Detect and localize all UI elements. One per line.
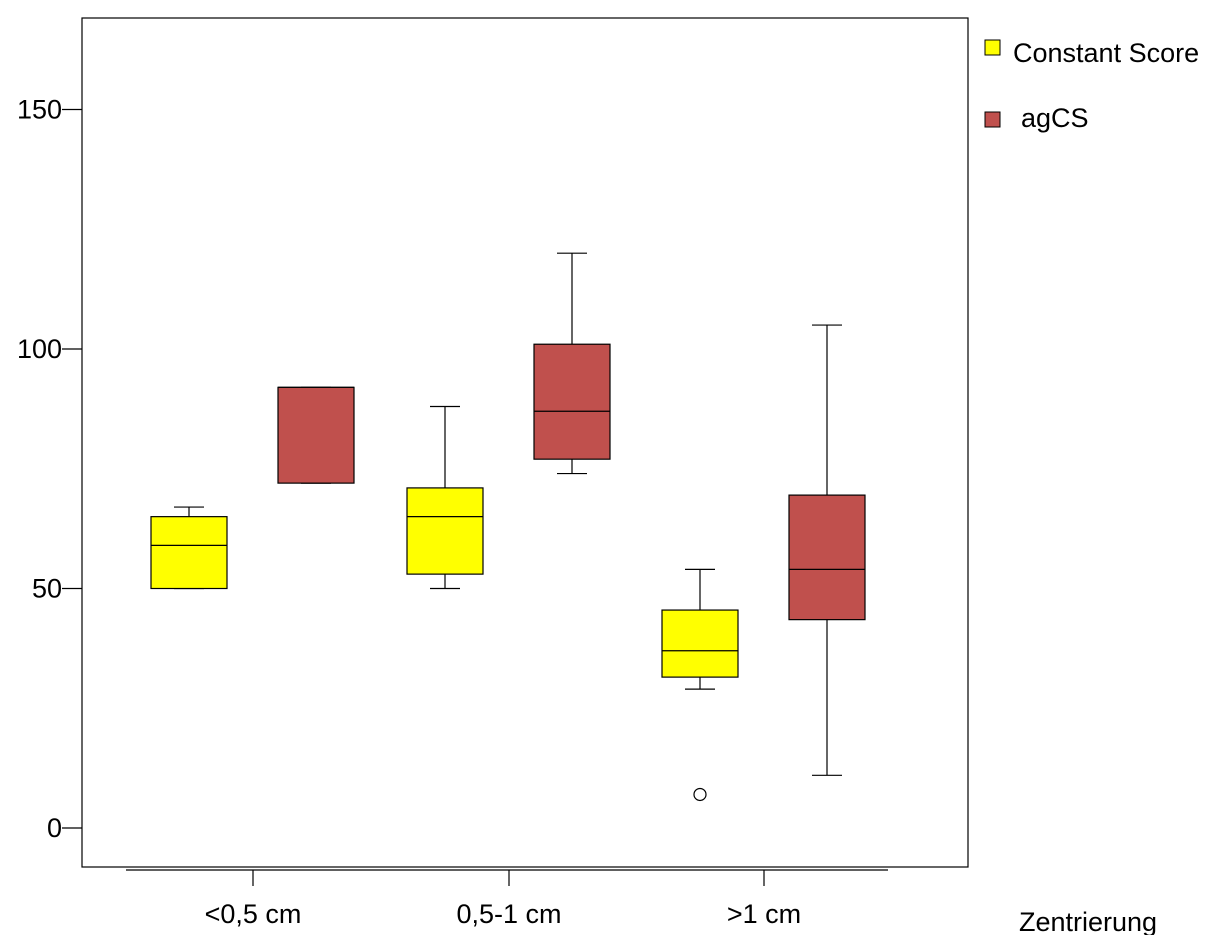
- x-tick-label: <0,5 cm: [205, 899, 302, 929]
- y-tick-label: 50: [32, 574, 62, 604]
- box-constant-score-1: [406, 405, 484, 590]
- box-iqr: [277, 386, 355, 484]
- box-agcs-0: [277, 386, 355, 484]
- y-tick-label: 150: [17, 95, 62, 125]
- outlier-point: [693, 787, 707, 802]
- y-axis: 0 50 100 150: [17, 95, 82, 843]
- box-agcs-1: [533, 252, 611, 475]
- box-iqr: [788, 494, 866, 621]
- box-agcs-2: [788, 324, 866, 776]
- box-constant-score-2: [661, 568, 739, 802]
- box-iqr: [150, 516, 228, 590]
- legend: Constant Score agCS: [984, 38, 1199, 133]
- box-constant-score-0: [150, 506, 228, 590]
- legend-label: Constant Score: [1013, 38, 1199, 68]
- box-iqr: [533, 343, 611, 460]
- box-iqr: [406, 487, 484, 575]
- x-axis-title: Zentrierung: [1019, 907, 1157, 935]
- y-tick-label: 100: [17, 334, 62, 364]
- legend-label: agCS: [1021, 103, 1089, 133]
- legend-swatch: [984, 39, 1001, 56]
- plot-frame: [81, 17, 969, 868]
- boxes-layer: [150, 252, 866, 802]
- x-tick-label: 0,5-1 cm: [456, 899, 561, 929]
- x-tick-label: >1 cm: [727, 899, 801, 929]
- y-tick-label: 0: [47, 813, 62, 843]
- box-iqr: [661, 609, 739, 678]
- x-axis: <0,5 cm 0,5-1 cm >1 cm: [205, 870, 801, 929]
- legend-swatch: [984, 111, 1001, 128]
